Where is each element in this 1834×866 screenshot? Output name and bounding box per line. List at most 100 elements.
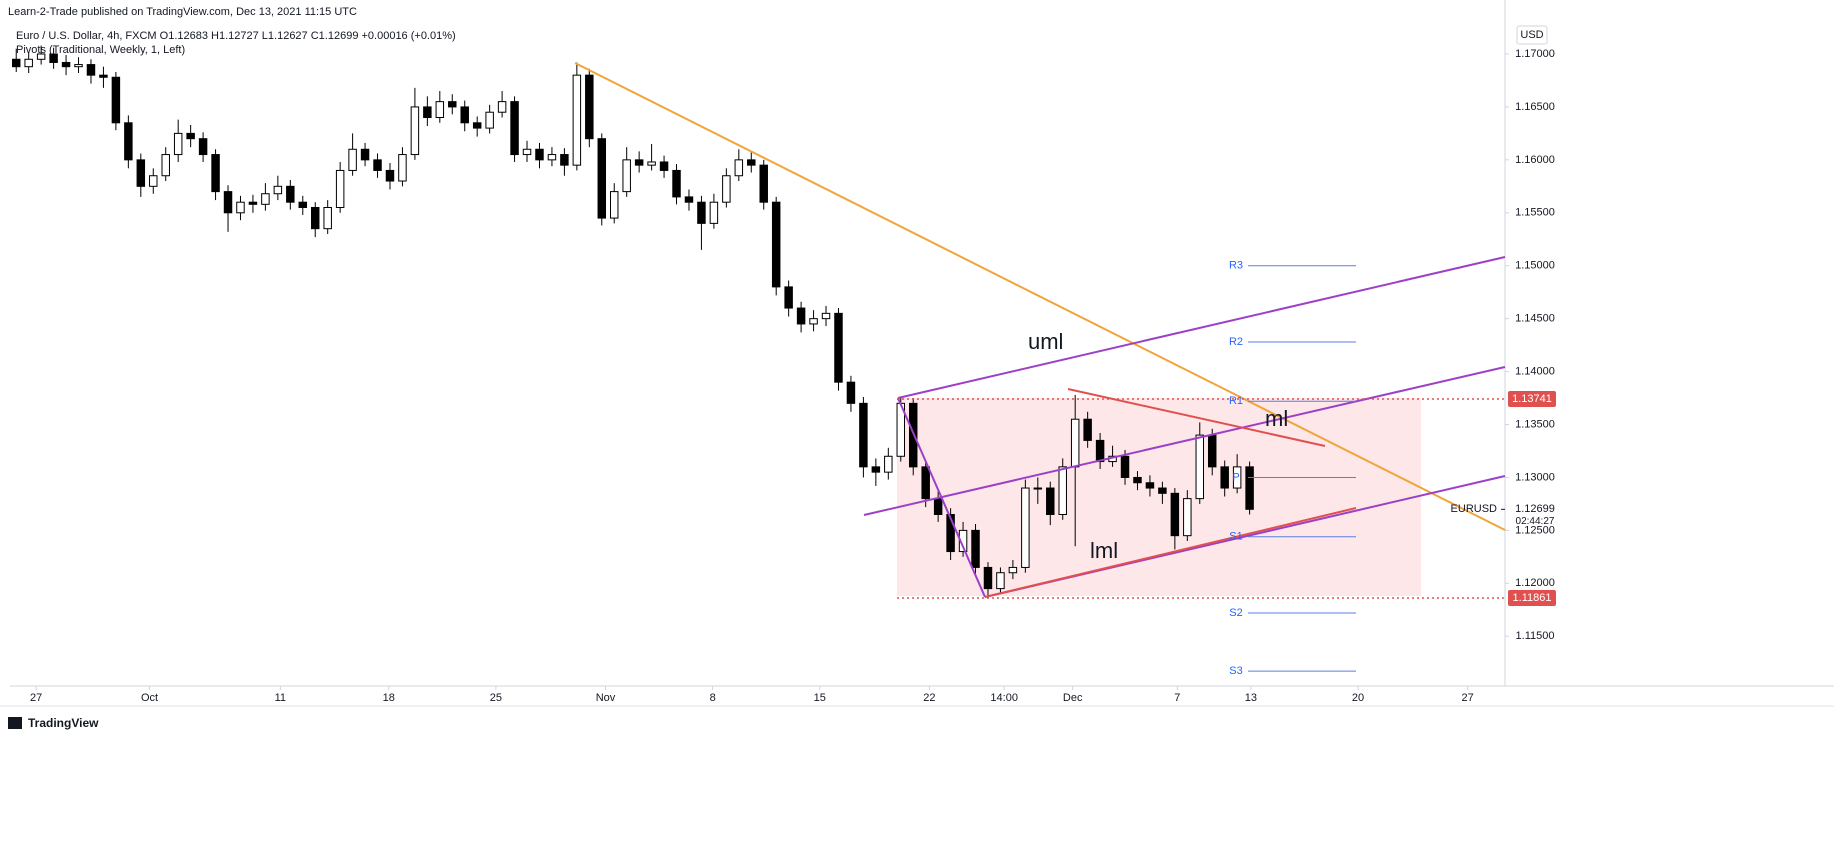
publisher: Learn-2-Trade published on TradingView.c…: [8, 6, 357, 18]
candle-body: [273, 185, 283, 195]
x-tick-label: 11: [275, 692, 286, 704]
symbol-label: EURUSD: [1451, 503, 1498, 515]
y-tick-label: 1.14500: [1515, 313, 1555, 325]
x-tick-label: Oct: [141, 692, 158, 704]
pitchfork-median: [863, 366, 1506, 516]
candle-body: [522, 148, 532, 156]
x-tick-label: 7: [1174, 692, 1180, 704]
candle-body: [796, 307, 806, 325]
candle-body: [248, 201, 258, 205]
marks: [11, 45, 1254, 599]
candle-body: [1232, 466, 1242, 489]
y-tick-label: 1.14000: [1515, 365, 1555, 377]
x-tick-label: 14:00: [990, 692, 1018, 704]
pitchfork-handle: [897, 397, 986, 598]
candle-body: [211, 154, 220, 193]
drawings: [574, 62, 1506, 598]
candle-body: [597, 138, 607, 219]
candle-body: [684, 196, 694, 203]
candle-body: [1033, 487, 1043, 490]
logo: [8, 717, 22, 729]
candle-body: [49, 53, 58, 63]
candle-body: [124, 122, 133, 161]
candle-body: [1245, 466, 1254, 510]
candle-body: [61, 61, 71, 68]
candle-body: [24, 58, 33, 68]
x-tick-label: 20: [1352, 692, 1364, 704]
candle-body: [946, 514, 955, 553]
level-label: 1.11861: [1513, 592, 1552, 604]
candle-body: [846, 381, 856, 404]
trend-line: [574, 62, 1506, 531]
candle-body: [1083, 418, 1092, 441]
candle-body: [360, 148, 370, 161]
candle-body: [173, 132, 183, 156]
candle-body: [1145, 482, 1155, 489]
candle-body: [759, 164, 768, 203]
candle-body: [983, 566, 993, 590]
candle-body: [1220, 466, 1229, 489]
symbol-line: Euro / U.S. Dollar, 4h, FXCM O1.12683 H1…: [16, 30, 456, 42]
candle-body: [99, 74, 108, 78]
candle-body: [261, 193, 270, 205]
candle-body: [709, 201, 719, 224]
x-tick-label: 27: [30, 692, 42, 704]
y-tick-label: 1.11500: [1516, 630, 1555, 642]
x-tick-label: 8: [710, 692, 716, 704]
pivot-label: R1: [1229, 395, 1243, 407]
candle-body: [1195, 434, 1205, 500]
candle-body: [884, 455, 893, 473]
resistance-line: [1067, 388, 1326, 447]
candle-body: [460, 106, 469, 124]
candle-body: [821, 312, 831, 320]
candle-body: [510, 101, 519, 156]
candle-body: [1120, 455, 1130, 478]
candle-body: [585, 74, 594, 140]
candle-body: [423, 106, 432, 119]
y-tick-label: 1.15000: [1515, 260, 1555, 272]
candle-body: [722, 175, 731, 203]
candle-body: [672, 169, 681, 198]
candle-body: [74, 64, 83, 68]
candle-body: [634, 159, 644, 166]
candle-body: [36, 53, 46, 60]
y-tick-label: 1.12000: [1515, 577, 1555, 589]
candle-body: [971, 529, 980, 568]
candle-body: [933, 498, 943, 515]
candle-body: [771, 201, 781, 288]
candle-body: [622, 159, 631, 193]
candle-body: [1008, 566, 1018, 574]
indicator: Pivots (Traditional, Weekly, 1, Left): [16, 44, 185, 56]
candle-body: [535, 148, 544, 161]
candle-body: [1095, 439, 1105, 463]
brand: TradingView: [28, 716, 99, 730]
candle-body: [809, 318, 818, 325]
y-tick-label: 1.13500: [1515, 418, 1555, 430]
candle-body: [834, 312, 843, 383]
candle-body: [310, 206, 320, 230]
candle-body: [572, 74, 582, 166]
candle-body: [747, 159, 756, 166]
candle-body: [859, 402, 868, 468]
pivot-label: S3: [1229, 665, 1242, 677]
candle-body: [448, 101, 457, 108]
x-tick-label: 15: [814, 692, 826, 704]
pitchfork-upper: [897, 256, 1506, 399]
countdown: 02:44:27: [1516, 516, 1555, 527]
currency: USD: [1520, 29, 1543, 41]
pivot-label: S2: [1229, 607, 1242, 619]
x-tick-label: 13: [1245, 692, 1257, 704]
candle-body: [485, 111, 494, 129]
candle-body: [921, 466, 930, 500]
candle-body: [1158, 487, 1167, 494]
candle-body: [435, 101, 445, 119]
candle-body: [784, 286, 793, 309]
candle-body: [1021, 487, 1030, 568]
candle-body: [497, 101, 507, 113]
level-tag: [1508, 590, 1556, 607]
currency-box: [1516, 25, 1548, 45]
y-tick-label: 1.17000: [1515, 48, 1555, 60]
candle-body: [398, 154, 407, 182]
candle-body: [286, 185, 295, 203]
